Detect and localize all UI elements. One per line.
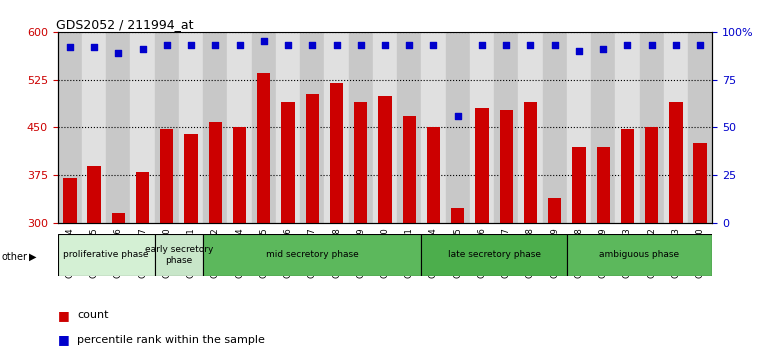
Point [645,42,658,48]
Bar [349,32,373,223]
Text: ■: ■ [58,309,69,321]
Bar [494,32,518,223]
Text: mid secretory phase: mid secretory phase [266,250,359,259]
Bar [397,32,421,223]
Bar [621,129,634,223]
Bar [543,32,567,223]
Point [355,42,367,48]
Point [233,42,246,48]
Point [64,44,76,50]
Bar [615,32,640,223]
Point [694,42,706,48]
Bar [548,198,561,223]
Text: late secretory phase: late secretory phase [447,250,541,259]
Point [451,113,464,119]
Bar [203,32,227,223]
Bar [669,102,682,223]
Point [112,50,125,56]
Bar [567,32,591,223]
Bar [203,234,421,276]
Text: GDS2052 / 211994_at: GDS2052 / 211994_at [56,18,194,31]
Point [306,42,319,48]
Point [185,42,197,48]
Bar [63,178,76,223]
Text: other: other [2,252,28,262]
Bar [421,32,446,223]
Point [258,39,270,44]
Bar [252,32,276,223]
Point [670,42,682,48]
Bar [640,32,664,223]
Bar [179,32,203,223]
Bar [106,32,130,223]
Bar [567,234,712,276]
Bar [475,108,489,223]
Bar [112,213,125,223]
Bar [155,32,179,223]
Bar [500,110,513,223]
Text: count: count [77,310,109,320]
Bar [257,73,270,223]
Bar [155,234,203,276]
Text: percentile rank within the sample: percentile rank within the sample [77,335,265,345]
Bar [421,234,567,276]
Bar [82,32,106,223]
Bar [664,32,688,223]
Bar [597,147,610,223]
Bar [470,32,494,223]
Bar [184,134,198,223]
Bar [373,32,397,223]
Text: ■: ■ [58,333,69,346]
Point [621,42,634,48]
Point [330,42,343,48]
Point [209,42,222,48]
Text: proliferative phase: proliferative phase [63,250,149,259]
Bar [160,129,173,223]
Text: ambiguous phase: ambiguous phase [600,250,680,259]
Bar [130,32,155,223]
Point [136,46,149,52]
Point [161,42,173,48]
Bar [688,32,712,223]
Bar [427,127,440,223]
Bar [300,32,324,223]
Bar [645,127,658,223]
Point [427,42,440,48]
Bar [378,96,392,223]
Bar [136,172,149,223]
Bar [354,102,367,223]
Bar [524,102,537,223]
Point [597,46,609,52]
Point [379,42,391,48]
Bar [276,32,300,223]
Bar [330,83,343,223]
Bar [591,32,615,223]
Bar [518,32,543,223]
Text: ▶: ▶ [29,252,37,262]
Bar [446,32,470,223]
Point [500,42,512,48]
Bar [58,32,82,223]
Bar [403,116,416,223]
Bar [281,102,295,223]
Point [88,44,100,50]
Point [476,42,488,48]
Bar [209,122,222,223]
Text: early secretory
phase: early secretory phase [145,245,213,264]
Point [524,42,537,48]
Bar [572,147,586,223]
Bar [58,234,155,276]
Bar [451,209,464,223]
Bar [88,166,101,223]
Point [573,48,585,54]
Bar [227,32,252,223]
Bar [233,127,246,223]
Bar [324,32,349,223]
Bar [694,143,707,223]
Bar [306,94,319,223]
Point [282,42,294,48]
Point [548,42,561,48]
Point [403,42,415,48]
